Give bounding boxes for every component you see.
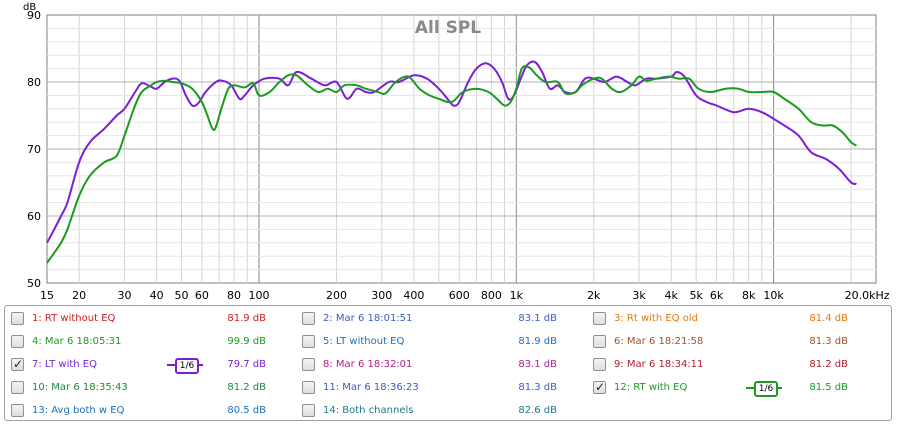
x-tick-label: 10k xyxy=(763,289,784,302)
legend-entry[interactable]: 14: Both channels 82.6 dB xyxy=(302,402,557,420)
legend-checkbox[interactable] xyxy=(302,358,315,371)
legend-label[interactable]: 3: Rt with EQ old xyxy=(614,313,698,324)
legend-label[interactable]: 13: Avg both w EQ xyxy=(32,405,125,416)
legend-checkbox[interactable] xyxy=(11,335,24,348)
x-tick-label: 30 xyxy=(117,289,131,302)
spl-chart: 15 20 30 40 50 60 80 100 200 300 400 600 800 1k 2k 3k 4k… xyxy=(23,2,890,302)
legend-checkbox[interactable]: ✓ xyxy=(593,380,606,394)
legend-checkbox[interactable] xyxy=(11,312,24,325)
x-tick-label: 600 xyxy=(449,289,470,302)
legend-value: 81.3 dB xyxy=(518,382,557,393)
legend-label[interactable]: 10: Mar 6 18:35:43 xyxy=(32,382,128,393)
legend-value: 81.4 dB xyxy=(809,313,848,324)
legend-label[interactable]: 7: LT with EQ xyxy=(32,359,97,370)
legend-entry[interactable]: 2: Mar 6 18:01:51 83.1 dB xyxy=(302,310,557,328)
check-icon: ✓ xyxy=(13,357,24,371)
legend-entry[interactable]: 10: Mar 6 18:35:43 81.2 dB xyxy=(11,379,266,397)
y-axis-label: dB xyxy=(23,2,36,13)
x-tick-label: 2k xyxy=(587,289,601,302)
y-tick-label: 80 xyxy=(27,76,41,89)
x-tick-label: 300 xyxy=(371,289,392,302)
x-tick-label: 100 xyxy=(248,289,269,302)
legend-checkbox[interactable] xyxy=(593,335,606,348)
smoothing-indicator[interactable]: 1/6 xyxy=(746,381,782,397)
legend-label[interactable]: 12: RT with EQ xyxy=(614,382,688,393)
x-tick-label: 40 xyxy=(150,289,164,302)
x-tick-label: 50 xyxy=(175,289,189,302)
legend-checkbox[interactable]: ✓ xyxy=(11,357,24,371)
legend-label[interactable]: 9: Mar 6 18:34:11 xyxy=(614,359,704,370)
legend-value: 81.2 dB xyxy=(227,382,266,393)
smoothing-label: 1/6 xyxy=(754,381,778,397)
smoothing-indicator[interactable]: 1/6 xyxy=(167,358,203,374)
x-tick-label: 5k xyxy=(689,289,703,302)
legend-label[interactable]: 1: RT without EQ xyxy=(32,313,116,324)
legend-label[interactable]: 8: Mar 6 18:32:01 xyxy=(323,359,413,370)
legend-value: 81.5 dB xyxy=(809,382,848,393)
legend-value: 80.5 dB xyxy=(227,405,266,416)
legend-label[interactable]: 2: Mar 6 18:01:51 xyxy=(323,313,413,324)
smoothing-label: 1/6 xyxy=(175,358,199,374)
legend-label[interactable]: 4: Mar 6 18:05:31 xyxy=(32,336,122,347)
legend-checkbox[interactable] xyxy=(11,404,24,417)
check-icon: ✓ xyxy=(595,380,606,394)
x-tick-label: 15 xyxy=(40,289,54,302)
legend-checkbox[interactable] xyxy=(11,381,24,394)
x-tick-label: 20 xyxy=(72,289,86,302)
series-line-lt-with-eq xyxy=(46,60,857,244)
x-tick-label: 4k xyxy=(665,289,679,302)
legend-value: 83.1 dB xyxy=(518,359,557,370)
legend-checkbox[interactable] xyxy=(302,335,315,348)
legend-value: 81.2 dB xyxy=(809,359,848,370)
legend-label[interactable]: 11: Mar 6 18:36:23 xyxy=(323,382,419,393)
legend-label[interactable]: 14: Both channels xyxy=(323,405,414,416)
legend-entry[interactable]: 11: Mar 6 18:36:23 81.3 dB xyxy=(302,379,557,397)
x-tick-label: 400 xyxy=(403,289,424,302)
x-tick-label: 200 xyxy=(326,289,347,302)
x-tick-label: 1k xyxy=(510,289,524,302)
series-line-rt-with-eq xyxy=(46,65,858,264)
legend-entry[interactable]: 4: Mar 6 18:05:31 99.9 dB xyxy=(11,333,266,351)
x-tick-label: 6k xyxy=(710,289,724,302)
legend-checkbox[interactable] xyxy=(302,404,315,417)
legend-value: 81.9 dB xyxy=(518,336,557,347)
x-tick-label: 20.0kHz xyxy=(845,289,890,302)
legend-entry[interactable]: 9: Mar 6 18:34:11 81.2 dB xyxy=(593,356,848,374)
y-tick-label: 50 xyxy=(27,277,41,290)
legend-value: 81.9 dB xyxy=(227,313,266,324)
legend-value: 79.7 dB xyxy=(227,359,266,370)
legend-label[interactable]: 6: Mar 6 18:21:58 xyxy=(614,336,704,347)
legend-checkbox[interactable] xyxy=(302,381,315,394)
x-tick-label: 8k xyxy=(742,289,756,302)
y-tick-label: 70 xyxy=(27,143,41,156)
y-tick-label: 90 xyxy=(27,9,41,22)
legend-value: 81.3 dB xyxy=(809,336,848,347)
legend-entry[interactable]: 8: Mar 6 18:32:01 83.1 dB xyxy=(302,356,557,374)
legend-value: 83.1 dB xyxy=(518,313,557,324)
legend-label[interactable]: 5: LT without EQ xyxy=(323,336,405,347)
y-tick-label: 60 xyxy=(27,210,41,223)
legend-value: 82.6 dB xyxy=(518,405,557,416)
legend-panel: 1: RT without EQ 81.9 dB 2: Mar 6 18:01:51… xyxy=(4,305,892,421)
legend-entry[interactable]: ✓ 12: RT with EQ 81.5 dB 1/6 xyxy=(593,379,848,397)
legend-value: 99.9 dB xyxy=(227,336,266,347)
x-tick-label: 60 xyxy=(195,289,209,302)
legend-entry[interactable]: ✓ 7: LT with EQ 79.7 dB 1/6 xyxy=(11,356,266,374)
legend-entry[interactable]: 5: LT without EQ 81.9 dB xyxy=(302,333,557,351)
legend-entry[interactable]: 1: RT without EQ 81.9 dB xyxy=(11,310,266,328)
legend-entry[interactable]: 13: Avg both w EQ 80.5 dB xyxy=(11,402,266,420)
legend-checkbox[interactable] xyxy=(593,358,606,371)
legend-checkbox[interactable] xyxy=(593,312,606,325)
x-tick-label: 800 xyxy=(481,289,502,302)
chart-title: All SPL xyxy=(415,18,481,38)
legend-checkbox[interactable] xyxy=(302,312,315,325)
x-tick-label: 3k xyxy=(632,289,646,302)
x-tick-label: 80 xyxy=(227,289,241,302)
legend-entry[interactable]: 3: Rt with EQ old 81.4 dB xyxy=(593,310,848,328)
legend-entry[interactable]: 6: Mar 6 18:21:58 81.3 dB xyxy=(593,333,848,351)
